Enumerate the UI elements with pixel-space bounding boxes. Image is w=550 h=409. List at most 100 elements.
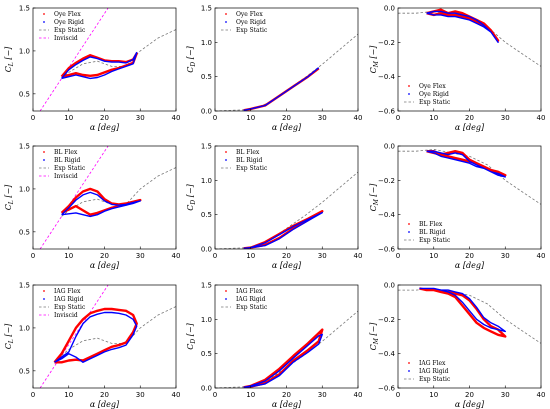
series-iag-flex [243,328,324,388]
legend-label: Inviscid [54,35,78,42]
x-tick-label: 30 [136,391,145,399]
legend-label: Inviscid [54,312,78,319]
legend-marker [43,298,45,300]
x-tick-label: 10 [429,391,438,399]
y-tick-label: 0.0 [201,108,212,116]
x-tick-label: 30 [501,391,510,399]
x-tick-label: 10 [246,391,255,399]
series-exp-static [215,33,358,111]
x-tick-label: 0 [396,114,400,122]
legend-marker [408,85,410,87]
y-axis-label: CM [−] [369,183,380,212]
legend-label: Exp Static [54,27,86,34]
legend-label: Exp Static [54,304,86,311]
y-tick-label: 1.5 [19,5,30,13]
x-tick-label: 0 [213,252,217,260]
x-tick-label: 20 [282,114,291,122]
legend-label: IAG Rigid [54,296,84,303]
legend-label: Oye Flex [419,83,446,90]
series-iag-flex [419,287,507,338]
legend-marker [43,290,45,292]
x-tick-label: 20 [465,252,474,260]
legend-label: BL Rigid [54,157,80,164]
legend-label: Exp Static [236,304,268,311]
x-tick-label: 30 [501,114,510,122]
series-group [39,285,176,388]
x-tick-label: 0 [31,114,35,122]
legend-marker [43,151,45,153]
x-tick-label: 0 [31,391,35,399]
series-iag-rigid [54,311,138,363]
series-group [398,8,541,67]
legend-label: IAG Flex [54,288,81,295]
x-axis-label: α [deg] [90,261,120,270]
y-tick-label: 0.5 [19,228,30,236]
series-group [215,33,358,111]
x-tick-label: 10 [246,252,255,260]
x-axis-label: α [deg] [272,400,302,409]
series-iag-rigid [243,333,323,388]
x-tick-label: 30 [136,114,145,122]
legend-label: IAG Flex [236,288,263,295]
y-tick-label: −0.6 [378,385,396,393]
y-tick-label: 1.5 [19,143,30,151]
y-tick-label: 0.5 [19,90,30,98]
legend-label: IAG Rigid [236,296,266,303]
x-axis-label: α [deg] [455,400,485,409]
legend-label: Exp Static [236,27,268,34]
x-tick-label: 0 [396,252,400,260]
x-axis-label: α [deg] [90,123,120,132]
y-axis-label: CD [−] [186,322,197,349]
y-tick-label: 0.5 [201,73,212,81]
y-tick-label: 0.5 [201,211,212,219]
y-tick-label: −0.2 [378,177,395,185]
x-tick-label: 30 [136,252,145,260]
legend-label: Oye Rigid [54,19,84,26]
legend-label: Oye Rigid [419,91,449,98]
legend-marker [408,370,410,372]
x-tick-label: 10 [429,252,438,260]
y-tick-label: 1.0 [201,39,212,47]
series-iag-flex [53,307,138,364]
x-tick-label: 10 [429,114,438,122]
x-axis-label: α [deg] [455,123,485,132]
series-oye-flex [243,67,320,111]
legend-label: BL Rigid [419,229,445,236]
x-axis-label: α [deg] [455,261,485,270]
series-oye-rigid [243,67,320,111]
x-tick-label: 30 [318,252,327,260]
series-exp-static [61,29,176,79]
y-tick-label: −0.6 [378,246,396,254]
legend-label: Exp Static [419,376,451,383]
x-tick-label: 40 [172,114,181,122]
y-tick-label: −0.4 [378,73,396,81]
legend-label: Inviscid [54,173,78,180]
legend-label: BL Flex [419,221,443,228]
x-axis-label: α [deg] [90,400,120,409]
y-tick-label: 0.5 [201,350,212,358]
y-tick-label: 0.0 [384,5,395,13]
legend-label: BL Rigid [236,157,262,164]
x-tick-label: 30 [501,252,510,260]
subplot-iag-cd: 0 10 20 30 40 0.0 0.5 1.0 1.5 α [deg] CD [−] IAG Fl… [186,282,362,409]
legend-marker [225,159,227,161]
y-tick-label: 0.0 [201,246,212,254]
y-axis-label: CL [−] [4,323,15,349]
legend-marker [225,290,227,292]
y-tick-label: 1.0 [19,47,30,55]
x-tick-label: 20 [282,252,291,260]
x-tick-label: 0 [396,391,400,399]
y-tick-label: 0.0 [201,385,212,393]
subplot-oye-cd: 0 10 20 30 40 0.0 0.5 1.0 1.5 α [deg] CD [−] Oye Fl… [186,5,362,133]
x-tick-label: 20 [100,114,109,122]
y-tick-label: −0.2 [378,39,395,47]
x-tick-label: 10 [64,114,73,122]
legend-marker [43,21,45,23]
